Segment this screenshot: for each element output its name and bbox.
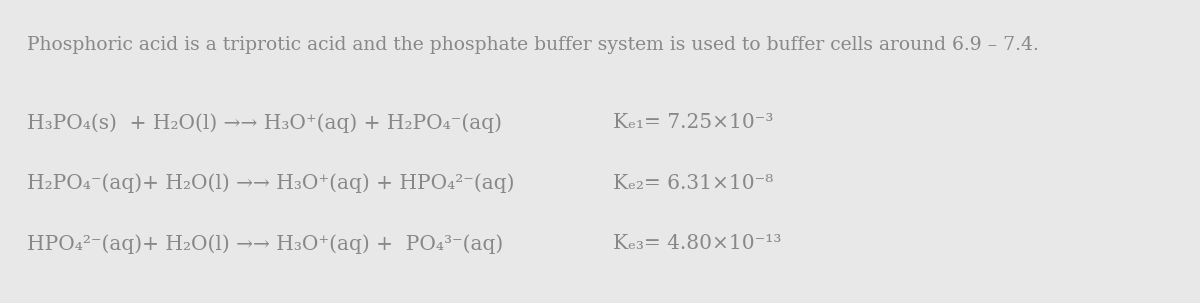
Text: Kₑ₃= 4.80×10⁻¹³: Kₑ₃= 4.80×10⁻¹³ <box>613 235 781 253</box>
Text: H₂PO₄⁻(aq)+ H₂O(l) →→ H₃O⁺(aq) + HPO₄²⁻(aq): H₂PO₄⁻(aq)+ H₂O(l) →→ H₃O⁺(aq) + HPO₄²⁻(… <box>28 174 515 193</box>
Text: Phosphoric acid is a triprotic acid and the phosphate buffer system is used to b: Phosphoric acid is a triprotic acid and … <box>28 36 1039 54</box>
Text: Kₑ₁= 7.25×10⁻³: Kₑ₁= 7.25×10⁻³ <box>613 113 774 132</box>
Text: HPO₄²⁻(aq)+ H₂O(l) →→ H₃O⁺(aq) +  PO₄³⁻(aq): HPO₄²⁻(aq)+ H₂O(l) →→ H₃O⁺(aq) + PO₄³⁻(a… <box>28 234 504 254</box>
Text: H₃PO₄(s)  + H₂O(l) →→ H₃O⁺(aq) + H₂PO₄⁻(aq): H₃PO₄(s) + H₂O(l) →→ H₃O⁺(aq) + H₂PO₄⁻(a… <box>28 113 503 132</box>
Text: Kₑ₂= 6.31×10⁻⁸: Kₑ₂= 6.31×10⁻⁸ <box>613 174 773 193</box>
